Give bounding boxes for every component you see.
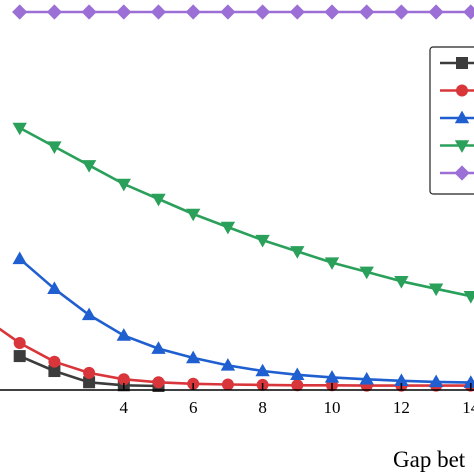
x-axis-label: Gap bet: [393, 447, 466, 472]
series-5-point: [150, 4, 167, 20]
legend-marker: [456, 57, 468, 69]
series-2-point: [291, 379, 304, 392]
series-5-point: [81, 4, 97, 20]
series-3-point: [81, 307, 97, 321]
series-3: [12, 251, 474, 388]
series-3-point: [324, 370, 340, 383]
series-5-point: [116, 4, 132, 20]
series-5-point: [428, 4, 444, 20]
series-4-point: [428, 283, 444, 297]
series-layer: [0, 4, 474, 392]
legend-marker: [454, 140, 470, 153]
series-3-point: [255, 363, 270, 377]
series-3-point: [151, 341, 166, 354]
series-5-point: [289, 4, 305, 20]
legend-frame: [429, 46, 474, 195]
series-5-point: [12, 4, 28, 20]
series-4-point: [186, 208, 201, 222]
series-4-point: [116, 178, 131, 192]
series-3-point: [47, 281, 62, 295]
series-5-point: [359, 4, 375, 20]
x-tick-label: 14: [462, 398, 474, 417]
x-tick-label: 12: [393, 398, 410, 417]
series-3-point: [186, 350, 201, 364]
series-2-point: [48, 355, 61, 368]
series-5-point: [185, 4, 201, 20]
series-4-point: [220, 221, 236, 235]
series-5-point: [220, 4, 236, 20]
series-5-point: [393, 4, 409, 20]
legend-marker: [454, 165, 470, 181]
series-3-point: [428, 374, 444, 388]
x-tick-label: 6: [189, 398, 198, 417]
legend-entry-5: [440, 165, 474, 181]
series-2-point: [221, 378, 234, 391]
series-5-point: [255, 4, 271, 20]
series-2-line: [0, 327, 474, 387]
series-3-point: [220, 358, 236, 371]
legend-marker: [454, 110, 470, 124]
series-2-point: [13, 336, 26, 349]
series-3-point: [290, 367, 305, 381]
series-4-point: [81, 160, 97, 173]
series-5-point: [46, 4, 62, 20]
x-tick-label: 4: [120, 398, 129, 417]
series-4-line: [19, 126, 474, 299]
x-tick-label: 10: [324, 398, 341, 417]
legend-entry-3: [440, 110, 474, 124]
x-tick-label: 8: [258, 398, 267, 417]
legend-entry-2: [440, 84, 474, 97]
series-2-point: [83, 366, 96, 379]
series-4-point: [47, 141, 62, 154]
series-4-point: [151, 193, 166, 207]
series-4-point: [290, 246, 305, 259]
legend-entry-4: [440, 140, 474, 153]
series-4-point: [324, 257, 340, 270]
series-5-point: [463, 4, 474, 20]
series-4-point: [463, 290, 474, 304]
legend-marker: [456, 84, 468, 97]
series-5-point: [324, 4, 340, 20]
series-4-point: [12, 122, 27, 136]
series-4-point: [359, 266, 374, 280]
series-4: [12, 122, 474, 304]
x-ticks: 46810121416: [120, 383, 474, 417]
series-3-point: [359, 371, 374, 385]
series-3-point: [116, 328, 131, 341]
series-5: [12, 4, 474, 20]
series-4-point: [394, 276, 409, 289]
series-2-point: [152, 376, 165, 389]
legend: [429, 46, 474, 195]
series-4-point: [255, 234, 270, 248]
legend-entry-1: [440, 57, 474, 69]
series-3-point: [12, 251, 27, 265]
series-1-point: [13, 350, 26, 363]
